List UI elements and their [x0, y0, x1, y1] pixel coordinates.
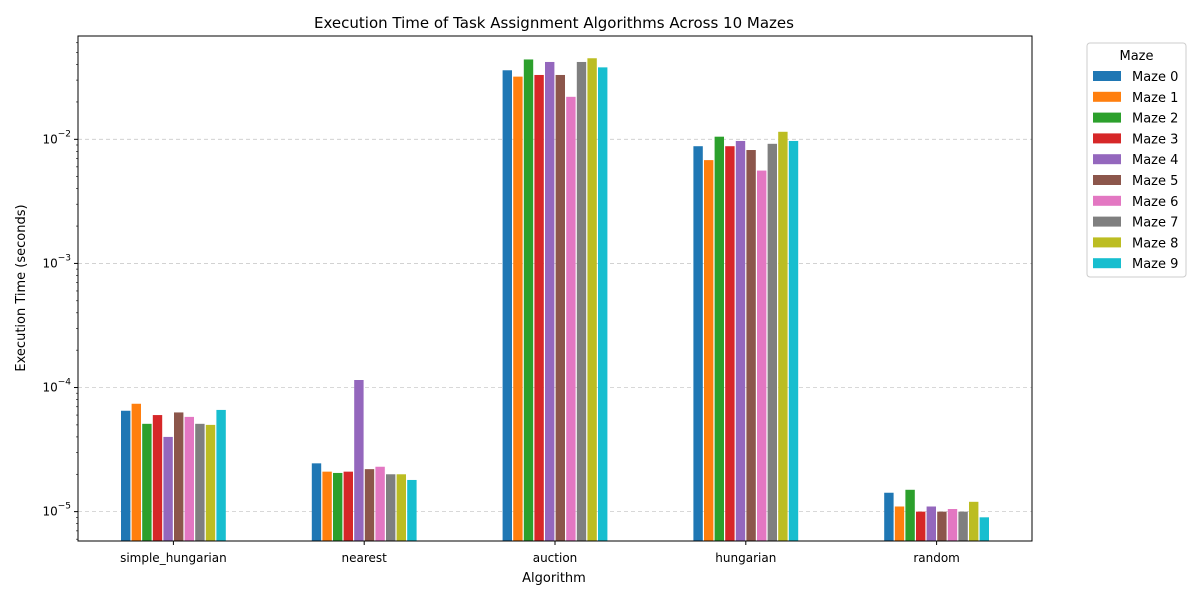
legend-swatch [1093, 258, 1121, 269]
chart-title: Execution Time of Task Assignment Algori… [314, 14, 794, 32]
bar [121, 410, 131, 541]
bar [587, 58, 597, 541]
bar [884, 492, 894, 541]
y-tick-label: 10−2 [42, 129, 71, 146]
legend-label: Maze 7 [1132, 216, 1178, 231]
bar [152, 415, 163, 541]
legend-label: Maze 1 [1132, 91, 1178, 106]
bar [767, 143, 777, 541]
bar [905, 489, 915, 541]
bar [163, 436, 173, 541]
bar [396, 474, 406, 541]
legend-swatch [1093, 216, 1121, 227]
bar [523, 59, 534, 541]
bar [333, 472, 343, 541]
y-tick-label-base: 10 [42, 256, 57, 270]
legend-label: Maze 5 [1132, 174, 1178, 189]
y-axis: 10−510−410−310−2 [42, 42, 78, 540]
y-tick-label: 10−4 [42, 378, 71, 395]
bar [354, 380, 364, 541]
legend-swatch [1093, 195, 1121, 206]
bar [926, 506, 936, 541]
y-tick-label-exponent: −2 [58, 129, 71, 139]
x-tick-label: random [913, 551, 960, 565]
bar [502, 70, 512, 541]
bar [788, 140, 799, 541]
bar [184, 416, 194, 541]
bar [693, 146, 703, 541]
x-tick-label: hungarian [715, 551, 776, 565]
bar [937, 511, 947, 541]
bar [746, 150, 756, 541]
x-axis: simple_hungarian nearest auction hungarian r… [120, 541, 960, 565]
bar [947, 509, 958, 541]
bar [555, 74, 565, 541]
bars [121, 58, 989, 542]
bar [364, 469, 375, 541]
bar [958, 511, 968, 541]
bar [725, 146, 735, 541]
bar [311, 463, 322, 541]
y-axis-label: Execution Time (seconds) [14, 204, 29, 371]
bar [174, 412, 184, 541]
bar [704, 160, 714, 542]
legend-swatch [1093, 175, 1121, 185]
y-tick-label-exponent: −5 [58, 502, 71, 512]
legend-label: Maze 2 [1132, 112, 1178, 127]
bar [757, 170, 767, 542]
legend-label: Maze 4 [1132, 153, 1178, 168]
bar [714, 136, 724, 541]
y-tick-label-base: 10 [42, 132, 57, 146]
legend-swatch [1093, 112, 1121, 123]
legend: Maze Maze 0 Maze 1 Maze 2 Maze 3 Maze 4 Maze … [1086, 42, 1187, 278]
bar [216, 409, 226, 541]
bar [576, 61, 587, 541]
bar [375, 466, 385, 541]
x-tick-label: simple_hungarian [120, 551, 227, 565]
bar [513, 76, 523, 542]
bar [386, 474, 396, 541]
grid-lines [78, 138, 1032, 513]
bar [566, 96, 576, 541]
bar [778, 131, 788, 542]
y-tick-label: 10−5 [42, 502, 71, 519]
legend-label: Maze 6 [1132, 195, 1178, 210]
bar [735, 140, 746, 541]
bar [131, 403, 141, 541]
bar [322, 471, 332, 541]
y-tick-label-base: 10 [42, 505, 57, 519]
legend-label: Maze 8 [1132, 236, 1178, 251]
legend-swatch [1093, 71, 1121, 81]
y-tick-label: 10−3 [42, 253, 71, 270]
bar [916, 511, 926, 541]
bar [969, 501, 979, 541]
x-tick-label: auction [533, 551, 578, 565]
legend-swatch [1093, 237, 1121, 248]
legend-label: Maze 0 [1132, 70, 1178, 85]
bar [142, 423, 152, 541]
bar [534, 74, 544, 541]
bar [205, 424, 216, 541]
bar [598, 67, 608, 541]
bar [545, 61, 555, 541]
legend-label: Maze 9 [1132, 257, 1178, 272]
bar [343, 471, 353, 541]
bar [407, 479, 417, 541]
bar [979, 517, 989, 541]
y-tick-label-exponent: −3 [58, 253, 71, 263]
legend-swatch [1093, 154, 1121, 165]
y-tick-label-exponent: −4 [58, 378, 72, 388]
legend-swatch [1093, 133, 1121, 144]
x-axis-label: Algorithm [522, 571, 586, 586]
x-tick-label: nearest [342, 551, 388, 565]
y-tick-label-base: 10 [42, 381, 57, 395]
bar [195, 423, 205, 541]
legend-swatch [1093, 91, 1121, 102]
legend-title: Maze [1119, 49, 1153, 64]
legend-label: Maze 3 [1132, 132, 1178, 147]
bar [894, 506, 905, 541]
